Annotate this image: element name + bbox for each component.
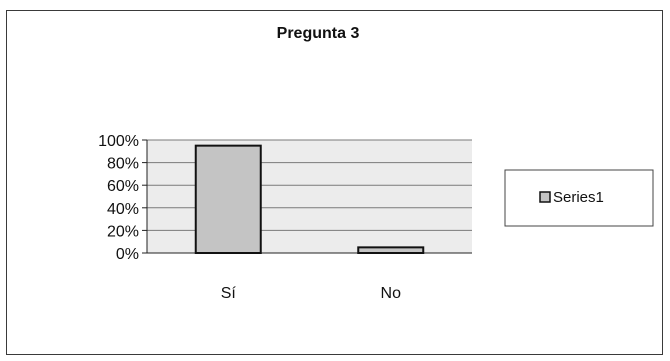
legend: Series1 xyxy=(504,169,654,227)
bar-no xyxy=(357,246,425,255)
y-tick-label: 60% xyxy=(107,178,139,195)
y-tick-label: 100% xyxy=(98,133,139,150)
y-tick-label: 40% xyxy=(107,201,139,218)
y-tick-label: 20% xyxy=(107,223,139,240)
y-tick-label: 0% xyxy=(116,246,139,263)
plot-area: 0% 20% 40% 60% 80% 100% Sí No xyxy=(98,133,472,302)
x-tick-label: Sí xyxy=(221,285,237,302)
legend-swatch xyxy=(539,191,551,203)
legend-box xyxy=(504,169,654,227)
bar-si xyxy=(194,144,262,254)
x-tick-label: No xyxy=(381,285,402,302)
legend-label: Series1 xyxy=(553,189,604,206)
y-tick-label: 80% xyxy=(107,156,139,173)
chart-title: Pregunta 3 xyxy=(277,25,360,42)
